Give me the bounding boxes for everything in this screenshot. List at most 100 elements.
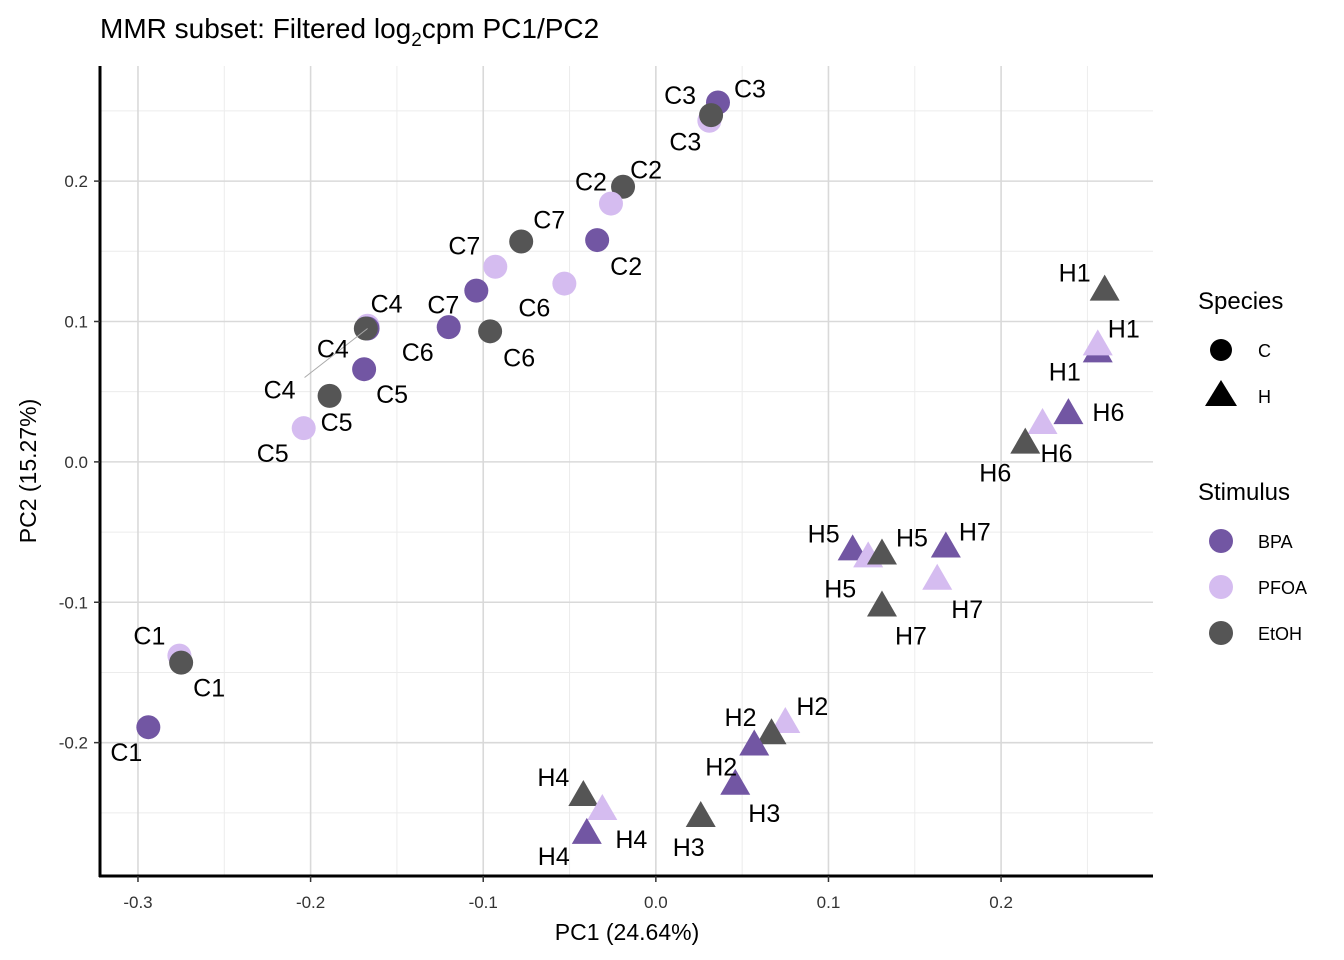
label-segment bbox=[304, 328, 368, 378]
point-h5-bpa bbox=[837, 534, 868, 561]
axis-ticks: -0.3 -0.2 -0.1 0.0 0.1 0.2 -0.2 -0.1 0.0 0.1 0.2 bbox=[59, 172, 1013, 912]
point-label: C4 bbox=[371, 291, 403, 319]
point-h2-etoh bbox=[756, 718, 787, 745]
point-c2-etoh bbox=[611, 174, 636, 199]
grid bbox=[100, 66, 1153, 876]
point-h2-bpa bbox=[739, 729, 770, 756]
point-label: H3 bbox=[748, 800, 780, 828]
point-h4-pfoa bbox=[587, 794, 618, 821]
legend-label-pfoa: PFOA bbox=[1258, 578, 1307, 598]
legend-key-etoh bbox=[1209, 621, 1233, 645]
point-label: H2 bbox=[725, 704, 757, 732]
point-label: C2 bbox=[610, 253, 642, 281]
point-label: C3 bbox=[669, 129, 701, 157]
point-label: H1 bbox=[1108, 315, 1140, 343]
y-tick-label: 0.1 bbox=[64, 312, 88, 331]
point-h1-pfoa bbox=[1082, 329, 1113, 356]
point-label: H3 bbox=[673, 834, 705, 862]
point-label: C5 bbox=[376, 381, 408, 409]
point-label: C6 bbox=[518, 295, 550, 323]
point-label: H6 bbox=[1092, 399, 1124, 427]
point-label: C1 bbox=[110, 739, 142, 767]
point-label: H4 bbox=[538, 843, 570, 871]
point-c5-bpa bbox=[352, 357, 377, 382]
point-h7-etoh bbox=[866, 590, 897, 617]
x-tick-label: 0.1 bbox=[817, 893, 841, 912]
x-tick-label: -0.2 bbox=[296, 893, 325, 912]
point-h1-etoh bbox=[1089, 274, 1120, 301]
legend-key-pfoa bbox=[1209, 575, 1233, 599]
legend-key-c bbox=[1210, 339, 1232, 361]
point-label: H2 bbox=[705, 753, 737, 781]
legend: Species C H Stimulus BPA PFOA EtOH bbox=[1198, 288, 1307, 645]
legend-title-stimulus: Stimulus bbox=[1198, 479, 1290, 506]
y-axis-title: PC2 (15.27%) bbox=[15, 399, 41, 543]
point-label: C6 bbox=[503, 344, 535, 372]
point-label: H1 bbox=[1049, 358, 1081, 386]
point-c5-etoh bbox=[317, 383, 342, 408]
point-h6-etoh bbox=[1010, 427, 1041, 454]
point-label: H4 bbox=[537, 764, 569, 792]
point-c6-bpa bbox=[436, 315, 461, 340]
legend-key-h bbox=[1205, 380, 1237, 406]
point-h6-pfoa bbox=[1027, 407, 1058, 434]
legend-label-bpa: BPA bbox=[1258, 532, 1293, 552]
point-h3-etoh bbox=[685, 801, 716, 828]
point-c5-pfoa bbox=[291, 416, 316, 441]
x-tick-label: 0.2 bbox=[989, 893, 1013, 912]
point-c7-bpa bbox=[464, 278, 489, 303]
point-label: C7 bbox=[427, 292, 459, 320]
point-c6-pfoa bbox=[552, 271, 577, 296]
point-c1-bpa bbox=[136, 715, 161, 740]
point-label: H7 bbox=[951, 596, 983, 624]
point-label: H2 bbox=[796, 693, 828, 721]
y-tick-label: -0.2 bbox=[59, 734, 88, 753]
point-h5-etoh bbox=[866, 538, 897, 565]
x-tick-label: 0.0 bbox=[644, 893, 668, 912]
point-label: H5 bbox=[824, 575, 856, 603]
point-label: C5 bbox=[321, 409, 353, 437]
point-h6-bpa bbox=[1053, 398, 1084, 425]
y-tick-label: 0.0 bbox=[64, 453, 88, 472]
y-tick-label: -0.1 bbox=[59, 593, 88, 612]
point-label: C1 bbox=[193, 675, 225, 703]
x-axis-title: PC1 (24.64%) bbox=[555, 919, 699, 945]
point-label: C7 bbox=[533, 206, 565, 234]
point-h7-pfoa bbox=[922, 563, 953, 590]
point-c6-etoh bbox=[478, 319, 503, 344]
point-label: C2 bbox=[630, 157, 662, 185]
legend-title-species: Species bbox=[1198, 288, 1283, 315]
point-label: H5 bbox=[896, 525, 928, 553]
point-label: H5 bbox=[808, 520, 840, 548]
point-h4-etoh bbox=[568, 779, 599, 806]
y-tick-label: 0.2 bbox=[64, 172, 88, 191]
point-c2-pfoa bbox=[598, 191, 623, 216]
point-label: C6 bbox=[402, 339, 434, 367]
legend-label-etoh: EtOH bbox=[1258, 624, 1302, 644]
point-label: C4 bbox=[264, 377, 296, 405]
point-label: H6 bbox=[1041, 440, 1073, 468]
point-h4-bpa bbox=[571, 817, 602, 844]
point-label: H1 bbox=[1059, 260, 1091, 288]
point-label: C3 bbox=[664, 82, 696, 110]
legend-key-bpa bbox=[1209, 529, 1233, 553]
point-h3-bpa bbox=[720, 768, 751, 795]
point-c2-bpa bbox=[585, 228, 610, 253]
point-label: C3 bbox=[734, 75, 766, 103]
point-c7-etoh bbox=[509, 229, 534, 254]
point-label: C4 bbox=[317, 336, 349, 364]
point-c1-etoh bbox=[169, 650, 194, 675]
point-label: C2 bbox=[575, 169, 607, 197]
legend-label-c: C bbox=[1258, 341, 1271, 361]
point-c3-etoh bbox=[699, 103, 724, 128]
x-tick-label: -0.1 bbox=[469, 893, 498, 912]
point-label: H6 bbox=[979, 460, 1011, 488]
point-h2-pfoa bbox=[770, 706, 801, 733]
legend-label-h: H bbox=[1258, 387, 1271, 407]
point-c7-pfoa bbox=[483, 254, 508, 279]
chart-title: MMR subset: Filtered log2cpm PC1/PC2 bbox=[100, 13, 599, 51]
point-label: H7 bbox=[959, 519, 991, 547]
point-label: C1 bbox=[133, 623, 165, 651]
